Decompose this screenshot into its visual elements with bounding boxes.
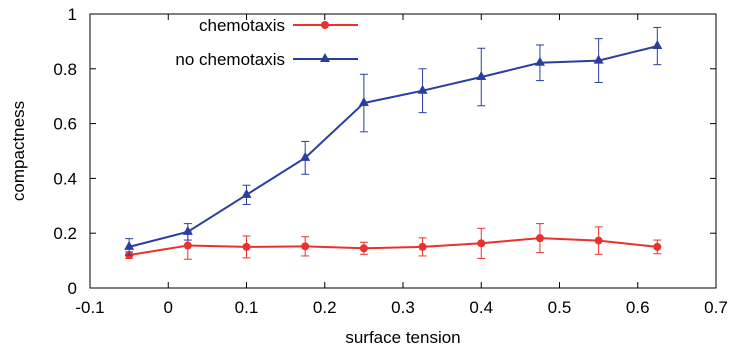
data-point bbox=[182, 225, 193, 235]
x-tick-label: 0.4 bbox=[469, 298, 493, 317]
x-tick-label: 0.3 bbox=[391, 298, 415, 317]
y-tick-label: 0.6 bbox=[53, 115, 77, 134]
x-tick-label: 0 bbox=[164, 298, 173, 317]
data-point bbox=[241, 188, 252, 198]
data-point bbox=[534, 56, 545, 66]
x-tick-label: 0.6 bbox=[626, 298, 650, 317]
data-point bbox=[652, 40, 663, 50]
legend-marker-chemotaxis bbox=[321, 21, 329, 29]
legend-label-chemotaxis: chemotaxis bbox=[199, 16, 285, 35]
y-tick-label: 0 bbox=[68, 279, 77, 298]
y-tick-label: 0.2 bbox=[53, 224, 77, 243]
series-line-chemotaxis bbox=[128, 237, 658, 257]
y-tick-label: 1 bbox=[68, 5, 77, 24]
y-tick-label: 0.4 bbox=[53, 169, 77, 188]
data-point bbox=[535, 234, 544, 243]
data-point bbox=[359, 244, 368, 253]
series-no-chemotaxis bbox=[124, 26, 663, 256]
data-point bbox=[593, 54, 604, 64]
x-tick-label: 0.5 bbox=[548, 298, 572, 317]
series-line-no-chemotaxis bbox=[128, 45, 658, 248]
y-tick-label: 0.8 bbox=[53, 60, 77, 79]
axis-tick-labels: -0.1 0 0.1 0.2 0.3 0.4 0.5 0.6 0.700.20.40.60.81 bbox=[53, 5, 727, 317]
x-tick-label: -0.1 bbox=[75, 298, 104, 317]
data-point bbox=[594, 236, 603, 245]
series-layer bbox=[124, 26, 663, 260]
legend-marker-no-chemotaxis bbox=[320, 53, 330, 62]
data-point bbox=[124, 240, 135, 250]
data-point bbox=[476, 71, 487, 81]
data-point bbox=[358, 97, 369, 107]
axis-ticks bbox=[89, 13, 717, 289]
data-point bbox=[301, 242, 310, 251]
y-axis-label: compactness bbox=[9, 101, 28, 201]
x-tick-label: 0.1 bbox=[235, 298, 259, 317]
data-point bbox=[183, 241, 192, 250]
data-point bbox=[242, 242, 251, 251]
data-point bbox=[477, 239, 486, 248]
data-point bbox=[418, 242, 427, 251]
legend-label-no-chemotaxis: no chemotaxis bbox=[175, 50, 285, 69]
data-point bbox=[417, 84, 428, 94]
data-point bbox=[653, 242, 662, 251]
legend: chemotaxis no chemotaxis bbox=[175, 16, 358, 69]
data-point bbox=[300, 151, 311, 161]
series-chemotaxis bbox=[125, 223, 662, 260]
x-axis-label: surface tension bbox=[345, 328, 460, 347]
x-tick-label: 0.7 bbox=[704, 298, 728, 317]
x-tick-label: 0.2 bbox=[313, 298, 337, 317]
